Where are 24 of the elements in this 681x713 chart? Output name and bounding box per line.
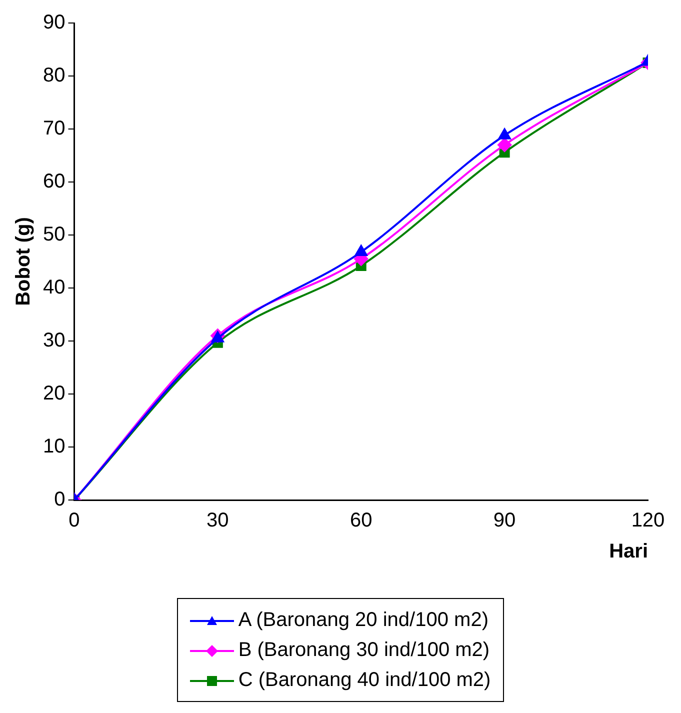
y-axis-title: Bobot (g) [12,217,35,306]
y-tick-label: 30 [42,330,66,352]
x-tick-label: 60 [350,510,372,532]
x-tick-label: 90 [493,510,516,532]
x-axis-title: Hari [609,540,648,563]
y-tick-label: 0 [54,488,66,511]
point [498,138,512,152]
legend-label: A (Baronang 20 ind/100 m2) [238,609,488,631]
y-tick-label: 50 [42,224,66,246]
point [211,331,224,342]
x-tick-label: 0 [68,510,80,532]
point [354,244,368,256]
y-tick-label: 70 [42,118,66,140]
y-tick-label: 60 [42,170,66,193]
legend-label: B (Baronang 30 ind/100 m2) [238,639,490,661]
y-tick-label: 80 [42,64,66,87]
y-tick-label: 40 [42,276,66,299]
legend-label: C (Baronang 40 ind/100 m2) [238,669,491,691]
y-tick-label: 10 [42,436,66,458]
x-tick-label: 120 [631,510,665,532]
point [498,128,511,140]
y-tick-label: 20 [42,382,66,405]
x-tick-label: 30 [206,510,229,532]
y-tick-label: 90 [42,12,66,34]
